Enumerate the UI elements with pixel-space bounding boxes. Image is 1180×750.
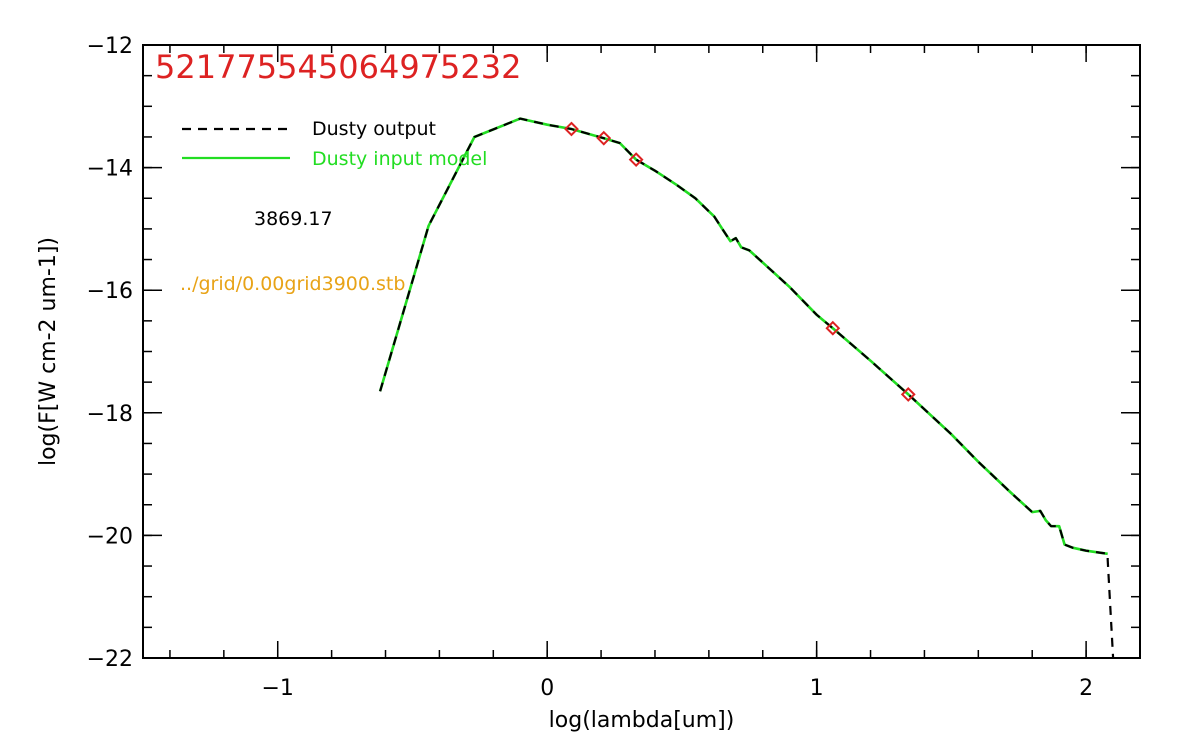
y-tick-label: −12 [87,34,133,59]
x-tick-label: −1 [262,676,294,701]
x-tick-label: 0 [540,676,554,701]
legend: Dusty output Dusty input model [182,118,487,170]
grid-file-annotation: ../grid/0.00grid3900.stb [180,273,405,295]
legend-label-dusty-output: Dusty output [312,118,436,140]
marker-layer [564,121,916,402]
y-tick-label: −14 [87,157,133,182]
legend-label-dusty-input: Dusty input model [312,148,487,170]
photometry-marker [564,121,579,137]
series-layer [378,117,1115,659]
y-tick-label: −16 [87,279,133,304]
series-dusty-input [378,117,1108,556]
photometry-marker [900,386,916,402]
temperature-annotation: 3869.17 [254,208,333,230]
y-tick-label: −18 [87,402,133,427]
photometry-marker [628,152,644,168]
y-axis-title: log(F[W cm-2 um-1]) [36,237,61,466]
x-axis-title: log(lambda[um]) [549,708,735,733]
y-tick-label: −20 [87,524,133,549]
photometry-marker [596,130,612,146]
plot-frame [142,44,1141,659]
label-layer: −1 0 1 2 −22 −20 −18 −16 −14 −12 log(lambda[um]) lo… [36,34,1093,733]
y-tick-label: −22 [87,647,133,672]
chart-title: 521775545064975232 [155,48,521,86]
x-tick-label: 2 [1079,676,1093,701]
series-dusty-output [379,117,1115,659]
x-tick-label: 1 [810,676,824,701]
photometry-marker [825,320,841,336]
tick-layer [143,44,1141,659]
